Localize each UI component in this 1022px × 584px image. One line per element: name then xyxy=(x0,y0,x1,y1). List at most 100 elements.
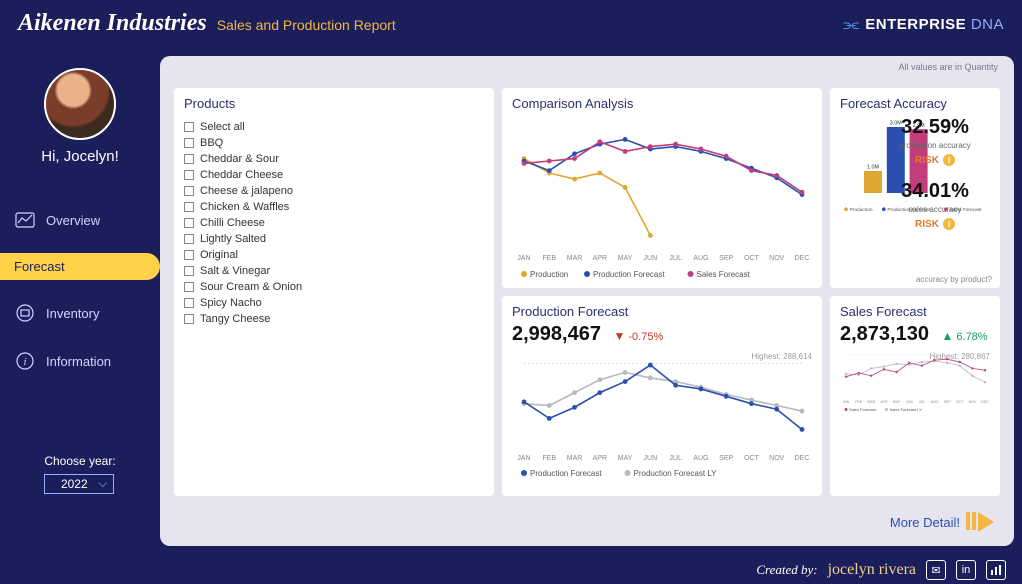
sales-highest-label: Highest: 280,867 xyxy=(930,352,991,361)
svg-text:AUG: AUG xyxy=(931,400,939,404)
checkbox-icon[interactable] xyxy=(184,266,194,276)
checkbox-icon[interactable] xyxy=(184,186,194,196)
prod-forecast-card: Production Forecast 2,998,467 ▼ -0.75% H… xyxy=(502,296,822,496)
product-item[interactable]: BBQ xyxy=(184,135,484,151)
down-triangle-icon: ▼ xyxy=(613,329,625,343)
checkbox-icon[interactable] xyxy=(184,250,194,260)
svg-text:MAY: MAY xyxy=(893,400,901,404)
svg-text:MAR: MAR xyxy=(867,400,875,404)
product-label: Sour Cream & Onion xyxy=(200,281,302,293)
card-title: Production Forecast xyxy=(512,304,812,319)
linkedin-icon[interactable]: in xyxy=(956,560,976,580)
svg-text:JAN: JAN xyxy=(517,255,530,262)
product-item[interactable]: Lightly Salted xyxy=(184,231,484,247)
product-item[interactable]: Select all xyxy=(184,119,484,135)
information-icon: i xyxy=(14,352,36,370)
checkbox-icon[interactable] xyxy=(184,282,194,292)
product-label: Cheddar & Sour xyxy=(200,153,279,165)
enterprise-dna-logo: ⫘ ENTERPRISE DNA xyxy=(843,14,1004,35)
product-label: Chilli Cheese xyxy=(200,217,265,229)
report-subtitle: Sales and Production Report xyxy=(217,17,396,33)
product-item[interactable]: Cheddar & Sour xyxy=(184,151,484,167)
nav-inventory[interactable]: Inventory xyxy=(0,298,160,328)
svg-text:JUL: JUL xyxy=(919,400,925,404)
svg-text:FEB: FEB xyxy=(542,455,556,462)
svg-text:JAN: JAN xyxy=(517,455,530,462)
footer: Created by: jocelyn rivera ✉ in xyxy=(0,560,1022,580)
product-item[interactable]: Sour Cream & Onion xyxy=(184,279,484,295)
sales-forecast-value: 2,873,130 xyxy=(840,323,929,346)
product-item[interactable]: Cheddar Cheese xyxy=(184,167,484,183)
svg-text:MAR: MAR xyxy=(567,255,583,262)
prod-accuracy-block: 32.59% production accuracy RISKi 34.01% … xyxy=(880,116,990,230)
svg-text:JUL: JUL xyxy=(669,255,682,262)
accuracy-footnote[interactable]: accuracy by product? xyxy=(916,275,992,284)
more-detail-label: More Detail! xyxy=(890,515,960,530)
svg-text:Production Forecast: Production Forecast xyxy=(593,270,665,279)
svg-text:AUG: AUG xyxy=(693,255,708,262)
more-detail-link[interactable]: More Detail! xyxy=(890,512,996,532)
prod-forecast-chart[interactable]: JANFEBMARAPRMAYJUNJULAUGSEPOCTNOVDECProd… xyxy=(512,346,812,481)
checkbox-icon[interactable] xyxy=(184,154,194,164)
avatar[interactable] xyxy=(44,68,116,140)
checkbox-icon[interactable] xyxy=(184,314,194,324)
svg-text:JUN: JUN xyxy=(644,255,658,262)
product-item[interactable]: Tangy Cheese xyxy=(184,311,484,327)
checkbox-icon[interactable] xyxy=(184,170,194,180)
checkbox-icon[interactable] xyxy=(184,138,194,148)
checkbox-icon[interactable] xyxy=(184,234,194,244)
product-label: Select all xyxy=(200,121,245,133)
prod-risk-badge: RISKi xyxy=(880,154,990,166)
created-by-label: Created by: xyxy=(756,562,817,578)
checkbox-icon[interactable] xyxy=(184,202,194,212)
year-select[interactable]: 2022 xyxy=(44,474,114,494)
card-title: Comparison Analysis xyxy=(512,96,812,111)
sales-accuracy-value: 34.01% xyxy=(880,180,990,203)
arrow-right-icon xyxy=(966,512,996,532)
product-item[interactable]: Chilli Cheese xyxy=(184,215,484,231)
nav-overview[interactable]: Overview xyxy=(0,205,160,235)
card-title: Sales Forecast xyxy=(840,304,990,319)
product-label: BBQ xyxy=(200,137,223,149)
comparison-chart[interactable]: JANFEBMARAPRMAYJUNJULAUGSEPOCTNOVDECProd… xyxy=(512,115,812,285)
svg-text:Production: Production xyxy=(850,207,873,213)
nav-information[interactable]: i Information xyxy=(0,346,160,376)
svg-text:MAR: MAR xyxy=(567,455,583,462)
accuracy-card: Forecast Accuracy 1.0M3.0M2.9MProduction… xyxy=(830,88,1000,288)
product-label: Cheddar Cheese xyxy=(200,169,283,181)
product-item[interactable]: Salt & Vinegar xyxy=(184,263,484,279)
svg-text:NOV: NOV xyxy=(769,455,785,462)
chart-icon[interactable] xyxy=(986,560,1006,580)
prod-forecast-value: 2,998,467 xyxy=(512,323,601,346)
sales-risk-badge: RISKi xyxy=(880,218,990,230)
product-item[interactable]: Spicy Nacho xyxy=(184,295,484,311)
nav-label: Overview xyxy=(46,213,100,228)
svg-text:Production Forecast LY: Production Forecast LY xyxy=(634,469,718,478)
svg-text:SEP: SEP xyxy=(944,400,952,404)
product-item[interactable]: Chicken & Waffles xyxy=(184,199,484,215)
checkbox-icon[interactable] xyxy=(184,218,194,228)
products-card: Products Select allBBQCheddar & SourChed… xyxy=(174,88,494,496)
svg-text:AUG: AUG xyxy=(693,455,708,462)
svg-text:i: i xyxy=(23,356,26,368)
product-label: Spicy Nacho xyxy=(200,297,262,309)
svg-text:SEP: SEP xyxy=(719,255,733,262)
product-label: Original xyxy=(200,249,238,261)
svg-text:FEB: FEB xyxy=(542,255,556,262)
info-icon[interactable]: i xyxy=(943,154,955,166)
inventory-icon xyxy=(14,304,36,322)
svg-text:APR: APR xyxy=(593,255,607,262)
header: Aikenen Industries Sales and Production … xyxy=(0,0,1022,44)
svg-text:OCT: OCT xyxy=(956,400,964,404)
nav-forecast[interactable]: Forecast xyxy=(0,253,160,280)
mail-icon[interactable]: ✉ xyxy=(926,560,946,580)
checkbox-icon[interactable] xyxy=(184,122,194,132)
nav-label: Inventory xyxy=(46,306,99,321)
product-item[interactable]: Original xyxy=(184,247,484,263)
checkbox-icon[interactable] xyxy=(184,298,194,308)
comparison-card: Comparison Analysis JANFEBMARAPRMAYJUNJU… xyxy=(502,88,822,288)
svg-text:APR: APR xyxy=(880,400,888,404)
info-icon[interactable]: i xyxy=(943,218,955,230)
product-item[interactable]: Cheese & jalapeno xyxy=(184,183,484,199)
svg-text:DEC: DEC xyxy=(981,400,989,404)
